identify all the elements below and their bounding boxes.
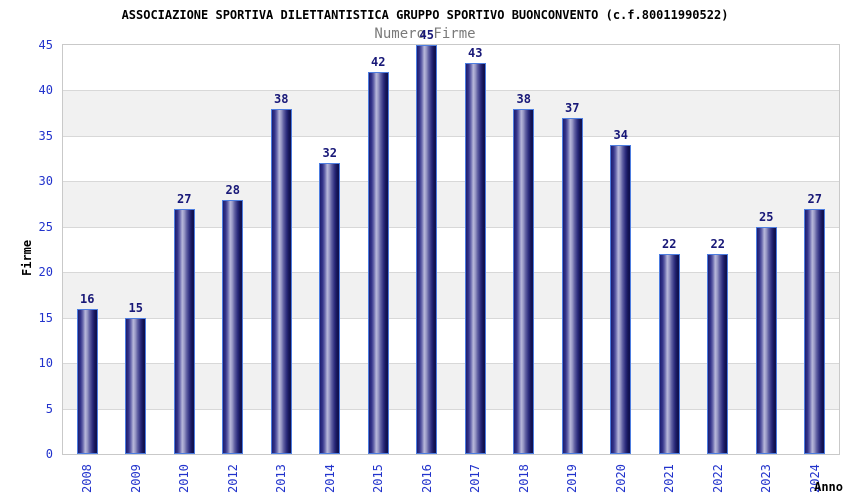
gridline [63, 226, 839, 228]
x-tick-label: 2022 [710, 464, 725, 493]
x-tick-label: 2020 [613, 464, 628, 493]
x-tick-label: 2012 [225, 464, 240, 493]
bar-value-label: 27 [177, 191, 192, 206]
background-band [63, 45, 839, 90]
gridline [63, 408, 839, 410]
background-band [63, 136, 839, 181]
bar-2019 [561, 117, 583, 454]
bar-value-label: 38 [274, 91, 289, 106]
x-tick-label: 2021 [662, 464, 677, 493]
y-tick-label: 10 [38, 356, 53, 371]
bar-2009 [125, 317, 147, 454]
gridline [63, 317, 839, 319]
bar-2021 [658, 254, 680, 454]
bar-2014 [319, 163, 341, 454]
x-tick-label: 2023 [759, 464, 774, 493]
bar-2016 [416, 45, 438, 454]
bar-2018 [513, 108, 535, 454]
x-axis-label: Anno [814, 480, 843, 494]
x-tick-label: 2016 [419, 464, 434, 493]
gridline [63, 90, 839, 92]
x-tick-label: 2019 [565, 464, 580, 493]
bar-2013 [270, 108, 292, 454]
bar-2024 [804, 208, 826, 454]
bar-value-label: 22 [710, 237, 725, 252]
chart-subtitle: Numero Firme [374, 26, 476, 42]
gridline [63, 135, 839, 137]
y-tick-label: 5 [45, 401, 53, 416]
bar-value-label: 34 [613, 127, 628, 142]
bar-2008 [76, 308, 98, 454]
y-tick-label: 25 [38, 219, 53, 234]
y-tick-label: 20 [38, 265, 53, 280]
bar-value-label: 16 [80, 291, 95, 306]
bar-2017 [464, 63, 486, 454]
bar-2012 [222, 199, 244, 454]
bar-2022 [707, 254, 729, 454]
bar-value-label: 25 [759, 209, 774, 224]
x-tick-label: 2017 [468, 464, 483, 493]
bar-2015 [367, 72, 389, 454]
bar-value-label: 37 [565, 100, 580, 115]
x-tick-label: 2015 [371, 464, 386, 493]
bar-value-label: 32 [322, 146, 337, 161]
bar-value-label: 42 [371, 55, 386, 70]
y-tick-label: 45 [38, 38, 53, 52]
gridline [63, 181, 839, 183]
x-tick-label: 2014 [322, 464, 337, 493]
bar-value-label: 38 [516, 91, 531, 106]
y-tick-label: 35 [38, 128, 53, 143]
x-tick-label: 2009 [128, 464, 143, 493]
chart-title: ASSOCIAZIONE SPORTIVA DILETTANTISTICA GR… [121, 8, 729, 22]
y-tick-label: 15 [38, 310, 53, 325]
bar-2023 [755, 226, 777, 454]
gridline [63, 363, 839, 365]
x-tick-label: 2018 [516, 464, 531, 493]
bar-value-label: 15 [128, 300, 143, 315]
x-tick-label: 2010 [177, 464, 192, 493]
y-tick-label: 0 [45, 447, 53, 461]
y-tick-label: 30 [38, 174, 53, 189]
plot-area: 16 15 27 28 38 32 42 45 43 38 37 34 22 22 25 27 [62, 28, 840, 455]
x-tick-label: 2008 [80, 464, 95, 493]
gridline [63, 272, 839, 274]
bar-value-label: 28 [225, 182, 240, 197]
bar-value-label: 22 [662, 237, 677, 252]
bar-2020 [610, 144, 632, 454]
x-tick-label: 2013 [274, 464, 289, 493]
background-band [63, 90, 839, 136]
bar-value-label: 43 [468, 46, 483, 61]
bar-value-label: 27 [807, 191, 822, 206]
bar-2010 [173, 208, 195, 454]
y-tick-label: 40 [38, 83, 53, 98]
bar-value-label: 45 [419, 28, 434, 42]
